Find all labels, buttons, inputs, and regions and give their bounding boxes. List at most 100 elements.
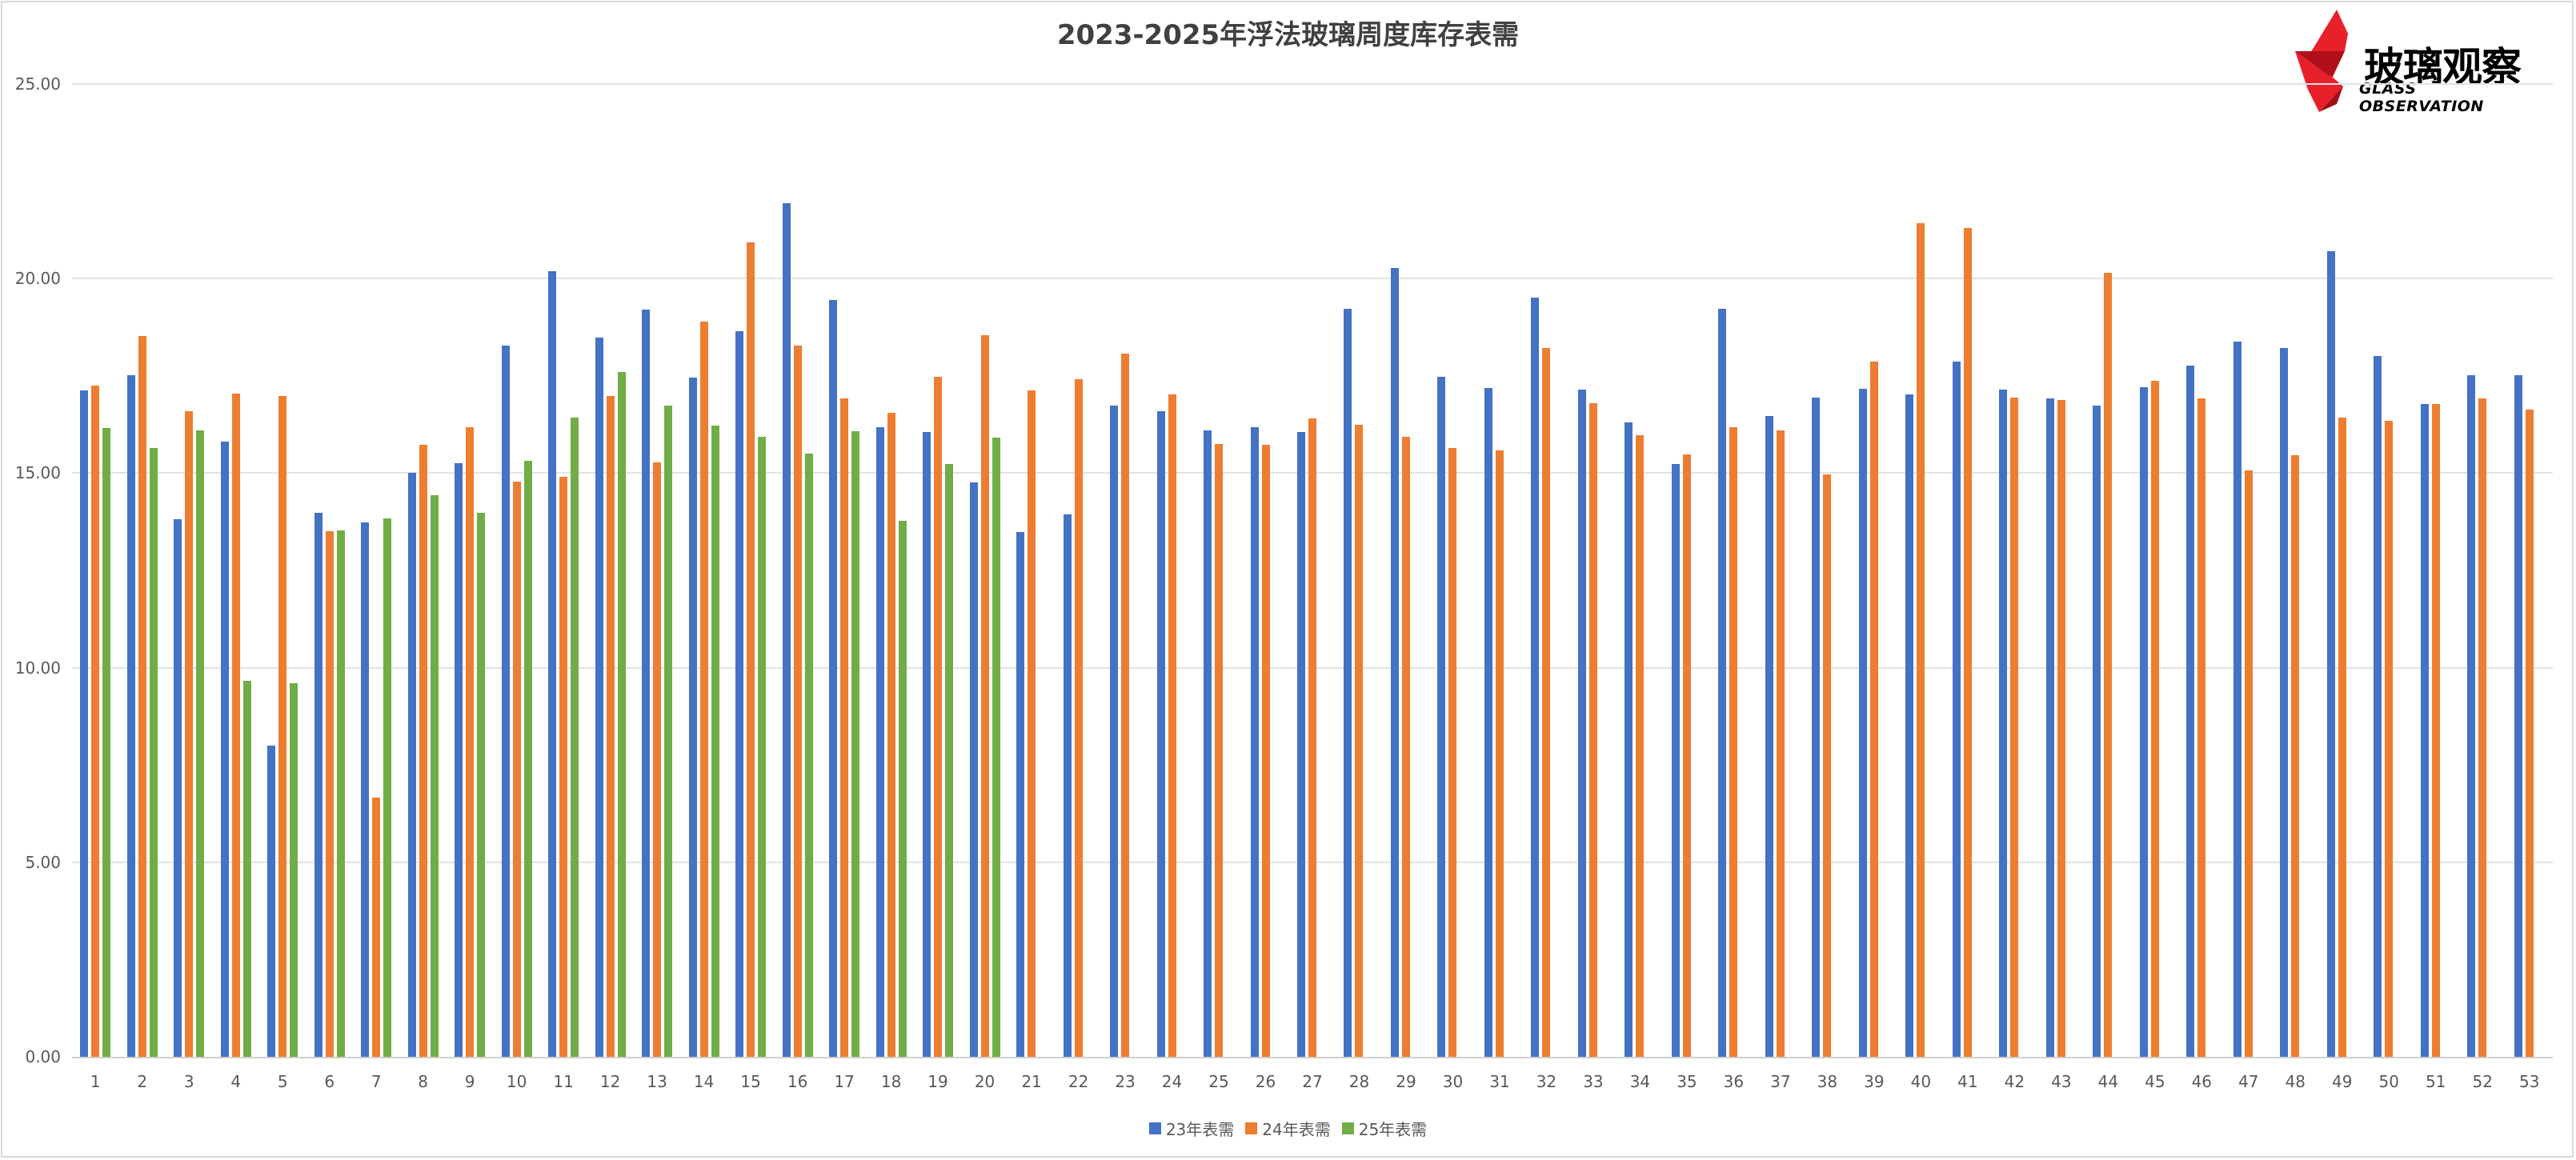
bar-24年表需-w44[interactable] [2104,273,2113,1057]
bar-23年表需-w20[interactable] [969,482,978,1057]
bar-24年表需-w29[interactable] [1401,437,1410,1057]
bar-23年表需-w27[interactable] [1297,432,1305,1057]
bar-24年表需-w1[interactable] [91,386,100,1057]
bar-24年表需-w14[interactable] [699,322,708,1057]
bar-24年表需-w32[interactable] [1542,348,1551,1057]
bar-24年表需-w17[interactable] [840,398,849,1057]
bar-24年表需-w9[interactable] [466,427,475,1057]
bar-23年表需-w2[interactable] [126,375,135,1057]
bar-24年表需-w41[interactable] [1963,227,1972,1057]
bar-23年表需-w45[interactable] [2139,387,2148,1057]
bar-25年表需-w12[interactable] [617,372,626,1057]
bar-24年表需-w43[interactable] [2057,400,2065,1057]
bar-24年表需-w49[interactable] [2338,418,2346,1057]
bar-25年表需-w6[interactable] [336,530,345,1057]
bar-24年表需-w40[interactable] [1917,223,1925,1057]
bar-24年表需-w42[interactable] [2010,397,2019,1057]
bar-23年表需-w53[interactable] [2514,375,2522,1057]
bar-23年表需-w6[interactable] [314,513,323,1057]
bar-25年表需-w16[interactable] [804,453,813,1057]
bar-23年表需-w26[interactable] [1250,426,1259,1057]
bar-23年表需-w11[interactable] [548,270,557,1057]
bar-23年表需-w47[interactable] [2233,342,2241,1057]
bar-24年表需-w27[interactable] [1308,418,1316,1057]
bar-23年表需-w14[interactable] [688,378,697,1057]
bar-23年表需-w5[interactable] [267,745,276,1057]
bar-24年表需-w31[interactable] [1495,450,1504,1057]
bar-24年表需-w28[interactable] [1355,424,1364,1057]
bar-24年表需-w38[interactable] [1823,474,1832,1057]
bar-24年表需-w13[interactable] [653,462,662,1057]
bar-24年表需-w25[interactable] [1215,444,1224,1057]
bar-24年表需-w4[interactable] [231,394,240,1057]
bar-23年表需-w39[interactable] [1858,389,1867,1057]
bar-23年表需-w23[interactable] [1110,406,1119,1057]
bar-25年表需-w15[interactable] [758,437,767,1057]
bar-24年表需-w12[interactable] [606,396,615,1057]
bar-23年表需-w37[interactable] [1765,416,1773,1057]
bar-23年表需-w12[interactable] [595,338,603,1057]
bar-25年表需-w9[interactable] [477,513,486,1057]
bar-24年表需-w18[interactable] [887,412,895,1057]
bar-23年表需-w34[interactable] [1625,422,1633,1057]
bar-23年表需-w21[interactable] [1016,532,1025,1057]
bar-23年表需-w24[interactable] [1156,410,1165,1057]
bar-23年表需-w7[interactable] [361,522,370,1057]
bar-24年表需-w53[interactable] [2525,410,2534,1057]
bar-25年表需-w3[interactable] [196,430,205,1057]
bar-25年表需-w14[interactable] [711,425,719,1057]
legend-item-23[interactable]: 23年表需 [1148,1117,1234,1140]
bar-25年表需-w1[interactable] [102,428,111,1057]
bar-23年表需-w30[interactable] [1437,377,1446,1057]
bar-23年表需-w16[interactable] [782,203,791,1057]
bar-23年表需-w49[interactable] [2326,251,2335,1057]
bar-23年表需-w44[interactable] [2093,406,2101,1057]
bar-23年表需-w3[interactable] [174,519,182,1057]
bar-24年表需-w52[interactable] [2478,398,2487,1057]
bar-24年表需-w7[interactable] [372,797,381,1057]
bar-24年表需-w8[interactable] [419,445,427,1057]
bar-23年表需-w22[interactable] [1063,514,1072,1057]
bar-23年表需-w46[interactable] [2186,366,2195,1057]
bar-23年表需-w32[interactable] [1531,298,1540,1057]
bar-23年表需-w50[interactable] [2374,355,2382,1057]
bar-24年表需-w30[interactable] [1448,448,1457,1057]
bar-24年表需-w15[interactable] [747,242,755,1057]
bar-25年表需-w13[interactable] [664,406,673,1057]
bar-24年表需-w16[interactable] [793,346,802,1057]
bar-24年表需-w36[interactable] [1729,427,1738,1057]
bar-24年表需-w48[interactable] [2291,454,2300,1057]
bar-25年表需-w17[interactable] [851,431,860,1057]
bar-24年表需-w24[interactable] [1168,394,1176,1057]
bar-25年表需-w7[interactable] [383,518,392,1057]
bar-25年表需-w8[interactable] [430,494,439,1057]
bar-24年表需-w50[interactable] [2385,421,2394,1057]
bar-23年表需-w35[interactable] [1671,464,1680,1057]
bar-24年表需-w45[interactable] [2150,381,2159,1057]
bar-25年表需-w20[interactable] [992,438,1000,1057]
bar-23年表需-w51[interactable] [2420,404,2429,1057]
bar-25年表需-w4[interactable] [242,680,251,1057]
bar-24年表需-w20[interactable] [980,335,989,1057]
bar-24年表需-w21[interactable] [1028,390,1036,1057]
bar-24年表需-w39[interactable] [1869,362,1878,1057]
bar-25年表需-w18[interactable] [898,521,907,1057]
bar-24年表需-w22[interactable] [1074,379,1083,1057]
bar-24年表需-w10[interactable] [512,481,521,1057]
bar-24年表需-w19[interactable] [934,377,943,1057]
bar-23年表需-w29[interactable] [1390,268,1399,1057]
bar-24年表需-w2[interactable] [138,336,146,1057]
bar-23年表需-w38[interactable] [1812,397,1821,1057]
bar-25年表需-w5[interactable] [290,682,298,1057]
bar-23年表需-w10[interactable] [501,346,510,1057]
bar-23年表需-w31[interactable] [1484,388,1492,1057]
bar-24年表需-w26[interactable] [1261,445,1270,1057]
bar-24年表需-w6[interactable] [325,531,334,1057]
bar-25年表需-w11[interactable] [571,418,579,1057]
bar-25年表需-w10[interactable] [523,461,532,1057]
bar-23年表需-w17[interactable] [829,300,838,1057]
bar-23年表需-w40[interactable] [1905,394,1914,1057]
bar-24年表需-w11[interactable] [559,477,568,1057]
legend-item-24[interactable]: 24年表需 [1245,1117,1331,1140]
legend-item-25[interactable]: 25年表需 [1341,1117,1427,1140]
